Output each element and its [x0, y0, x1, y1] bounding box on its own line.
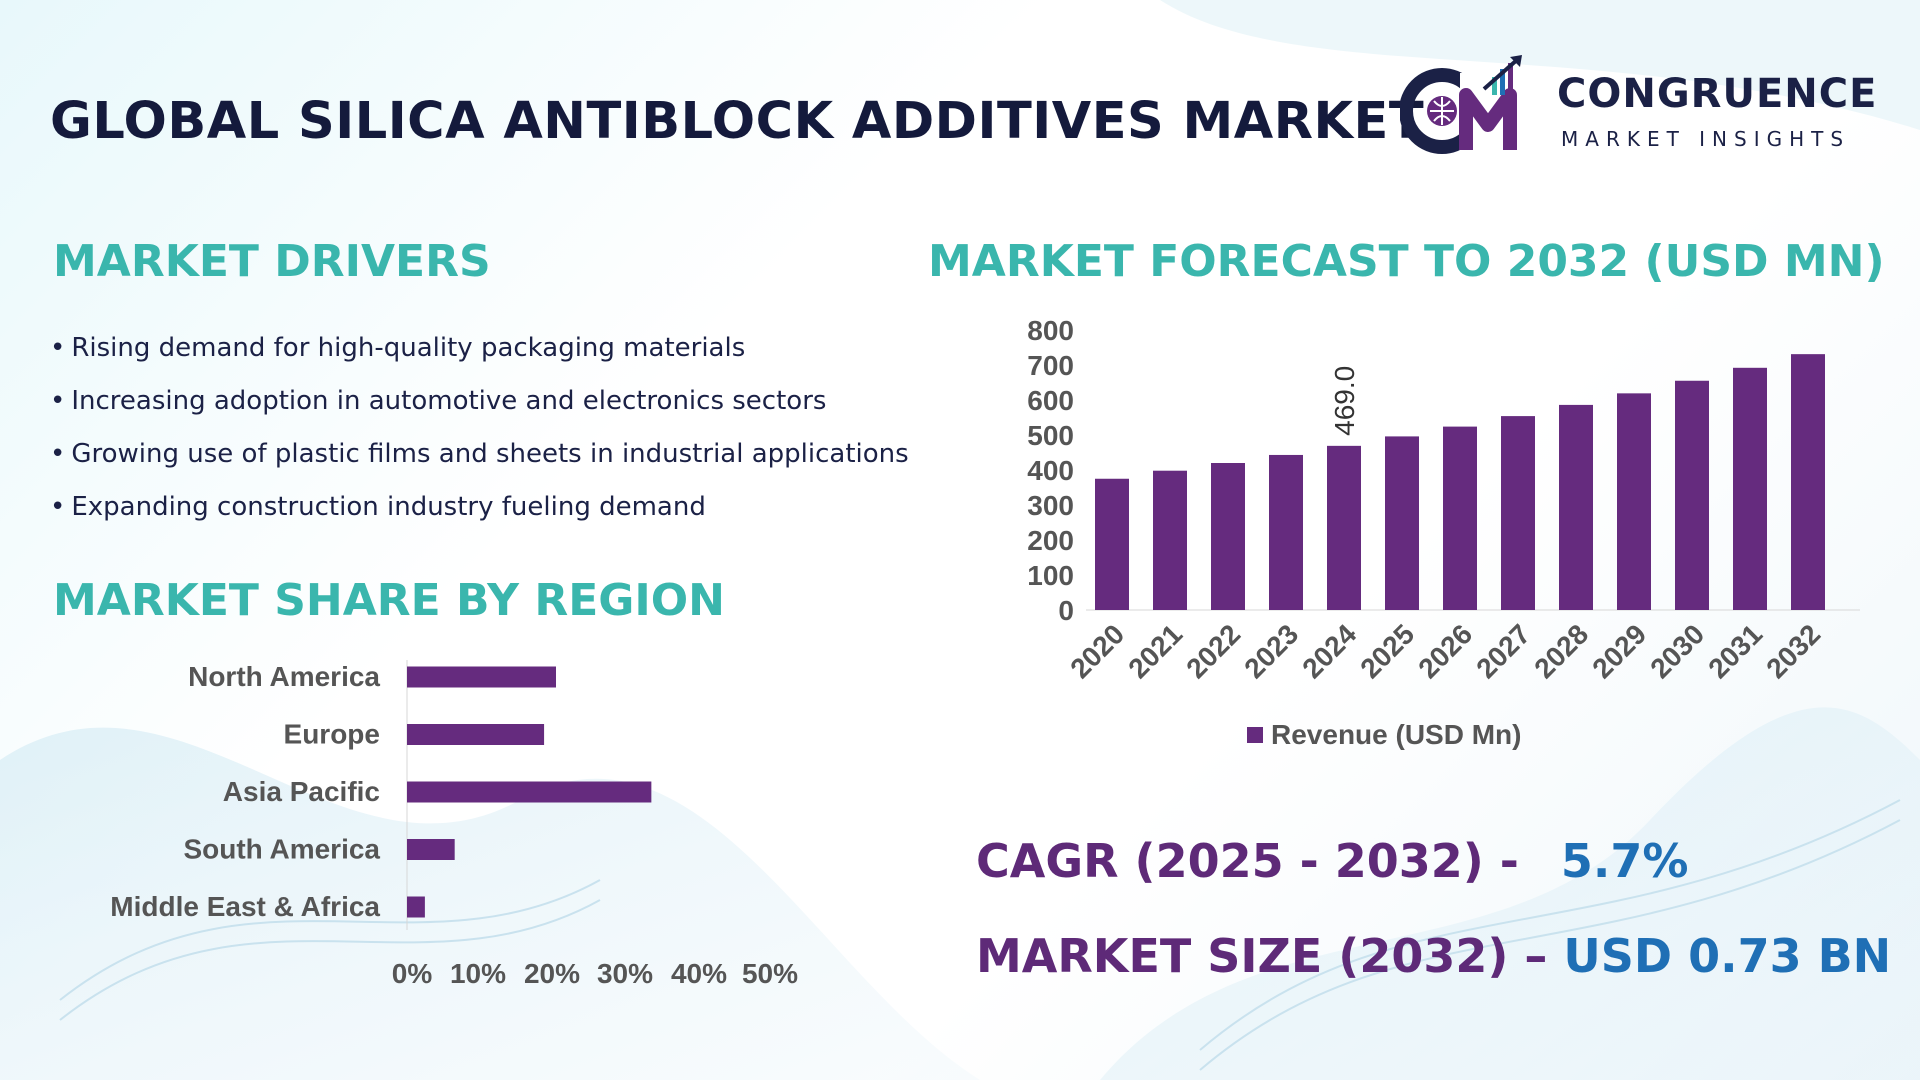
market-drivers-heading: MARKET DRIVERS	[53, 236, 491, 287]
region-category-label: Europe	[284, 719, 380, 750]
forecast-bar	[1733, 367, 1767, 610]
forecast-x-tick-label: 2024	[1296, 618, 1362, 684]
cagr-kpi: CAGR (2025 - 2032) - 5.7%	[976, 834, 1688, 888]
forecast-x-tick-label: 2021	[1122, 618, 1188, 684]
drivers-list: • Rising demand for high-quality packagin…	[50, 330, 909, 542]
forecast-bar	[1269, 454, 1303, 610]
logo-mark-icon	[1400, 55, 1522, 154]
logo-subtitle: MARKET INSIGHTS	[1561, 127, 1851, 151]
forecast-y-tick-label: 600	[1027, 385, 1074, 416]
region-bar	[407, 781, 652, 803]
forecast-x-tick-label: 2029	[1586, 618, 1652, 684]
legend-swatch	[1247, 727, 1263, 743]
region-category-label: North America	[188, 661, 380, 692]
forecast-y-tick-label: 500	[1027, 420, 1074, 451]
forecast-x-tick-label: 2020	[1064, 618, 1130, 684]
market-size-value: USD 0.73 BN	[1563, 929, 1892, 983]
forecast-y-tick-label: 400	[1027, 455, 1074, 486]
driver-item: • Growing use of plastic films and sheets…	[50, 439, 909, 469]
forecast-bar	[1211, 463, 1245, 610]
forecast-y-tick-label: 200	[1027, 525, 1074, 556]
forecast-y-tick-label: 800	[1027, 315, 1074, 346]
forecast-x-tick-label: 2030	[1644, 618, 1710, 684]
forecast-bar	[1791, 354, 1825, 610]
company-logo: CONGRUENCE MARKET INSIGHTS	[1400, 55, 1880, 155]
region-category-label: Middle East & Africa	[110, 891, 380, 922]
forecast-bar	[1095, 478, 1129, 610]
region-bar	[407, 839, 455, 860]
forecast-bar	[1617, 393, 1651, 610]
region-x-tick-label: 30%	[597, 958, 653, 989]
region-category-label: Asia Pacific	[223, 776, 380, 807]
driver-text: Expanding construction industry fueling …	[71, 492, 706, 522]
cagr-label: CAGR (2025 - 2032) -	[976, 834, 1519, 888]
region-x-tick-label: 40%	[671, 958, 727, 989]
forecast-data-label: 469.0	[1329, 366, 1360, 436]
region-x-tick-label: 10%	[450, 958, 506, 989]
forecast-y-tick-label: 0	[1058, 595, 1074, 626]
forecast-x-tick-label: 2022	[1180, 618, 1246, 684]
forecast-x-tick-label: 2026	[1412, 618, 1478, 684]
forecast-x-tick-label: 2028	[1528, 618, 1594, 684]
cagr-value: 5.7%	[1560, 834, 1689, 888]
forecast-x-tick-label: 2032	[1760, 618, 1826, 684]
market-size-label: MARKET SIZE (2032) –	[976, 929, 1548, 983]
region-bar	[407, 724, 545, 745]
forecast-x-tick-label: 2025	[1354, 618, 1420, 684]
forecast-y-tick-label: 700	[1027, 350, 1074, 381]
driver-text: Rising demand for high-quality packaging…	[71, 333, 746, 363]
forecast-x-tick-label: 2027	[1470, 618, 1536, 684]
driver-item: • Expanding construction industry fueling…	[50, 492, 706, 522]
region-bar	[407, 896, 425, 918]
driver-text: Growing use of plastic films and sheets …	[71, 439, 909, 469]
region-share-chart: North America Europe Asia Pacific South Ame…	[110, 660, 798, 989]
logo-name: CONGRUENCE	[1557, 71, 1878, 117]
forecast-bar	[1153, 470, 1187, 610]
forecast-bar	[1327, 445, 1361, 610]
market-size-kpi: MARKET SIZE (2032) – USD 0.73 BN	[976, 929, 1891, 983]
forecast-x-tick-label: 2023	[1238, 618, 1304, 684]
region-x-tick-label: 50%	[742, 958, 798, 989]
forecast-bar	[1443, 426, 1477, 610]
forecast-bar	[1675, 380, 1709, 610]
driver-text: Increasing adoption in automotive and el…	[71, 386, 827, 416]
page-title: GLOBAL SILICA ANTIBLOCK ADDITIVES MARKET	[50, 92, 1425, 151]
revenue-forecast-chart: 0100200300400500600700800202020212022202…	[1027, 315, 1860, 750]
forecast-y-tick-label: 100	[1027, 560, 1074, 591]
forecast-bar	[1501, 416, 1535, 610]
market-forecast-heading: MARKET FORECAST TO 2032 (USD MN)	[928, 236, 1885, 287]
region-x-tick-label: 20%	[524, 958, 580, 989]
region-category-label: South America	[183, 834, 380, 865]
forecast-x-tick-label: 2031	[1702, 618, 1768, 684]
region-x-tick-label: 0%	[392, 958, 433, 989]
driver-item: • Rising demand for high-quality packagin…	[50, 333, 746, 363]
region-bar	[407, 666, 556, 688]
forecast-bar	[1385, 436, 1419, 610]
legend-label: Revenue (USD Mn)	[1271, 719, 1521, 750]
forecast-y-tick-label: 300	[1027, 490, 1074, 521]
forecast-bar	[1559, 404, 1593, 610]
driver-item: • Increasing adoption in automotive and e…	[50, 386, 827, 416]
market-share-region-heading: MARKET SHARE BY REGION	[53, 575, 725, 626]
